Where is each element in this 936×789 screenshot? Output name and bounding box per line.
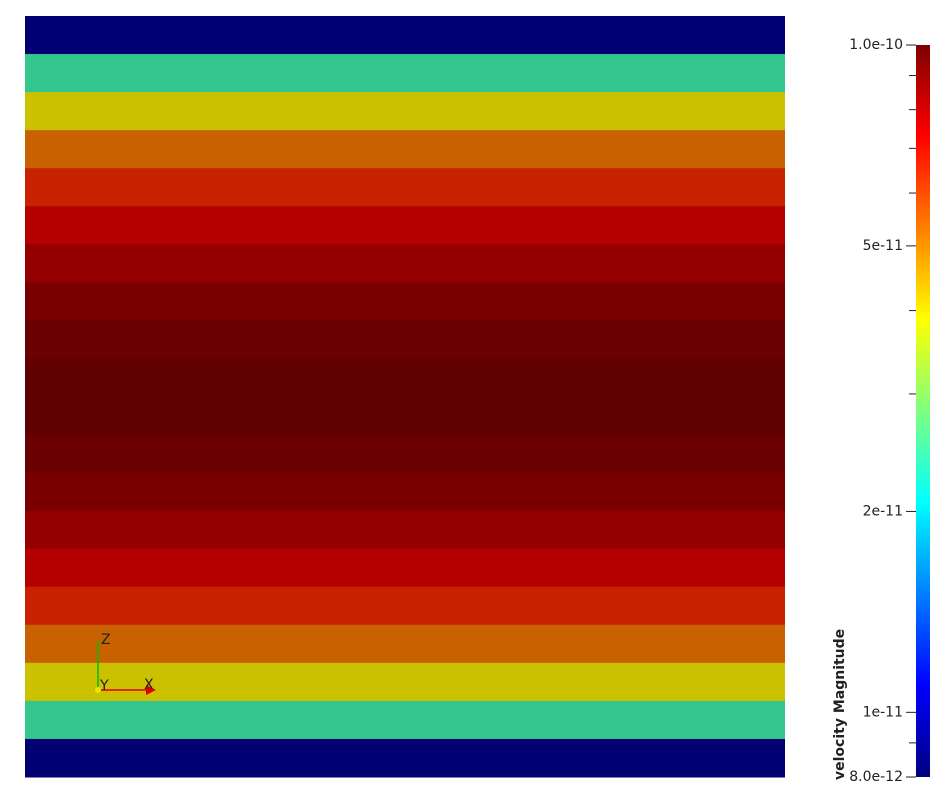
band bbox=[25, 548, 785, 588]
band bbox=[25, 472, 785, 512]
colorbar-tick-label: 1e-11 bbox=[863, 704, 903, 720]
band bbox=[25, 16, 785, 55]
band bbox=[25, 700, 785, 740]
band bbox=[25, 434, 785, 474]
colorbar-tick-label: 1.0e-10 bbox=[849, 37, 903, 53]
colorbar-tick-label: 2e-11 bbox=[863, 503, 903, 519]
band bbox=[25, 358, 785, 397]
band bbox=[25, 168, 785, 207]
y-axis bbox=[95, 687, 101, 693]
band bbox=[25, 662, 785, 702]
colorbar-title: velocity Magnitude bbox=[832, 629, 848, 780]
x-arrow bbox=[146, 685, 156, 695]
colorbar-tick-label: 5e-11 bbox=[863, 238, 903, 254]
band bbox=[25, 624, 785, 664]
band bbox=[25, 738, 785, 778]
band bbox=[25, 92, 785, 131]
z-label: Z bbox=[101, 632, 111, 648]
y-label: Y bbox=[99, 678, 109, 694]
band bbox=[25, 206, 785, 245]
band bbox=[25, 244, 785, 283]
band bbox=[25, 510, 785, 550]
colorbar-tick-label: 8.0e-12 bbox=[849, 769, 903, 785]
colorbar bbox=[916, 45, 930, 777]
band bbox=[25, 130, 785, 169]
band bbox=[25, 282, 785, 321]
band bbox=[25, 396, 785, 436]
band bbox=[25, 54, 785, 93]
x-label: X bbox=[144, 677, 154, 693]
band bbox=[25, 586, 785, 626]
band bbox=[25, 320, 785, 359]
